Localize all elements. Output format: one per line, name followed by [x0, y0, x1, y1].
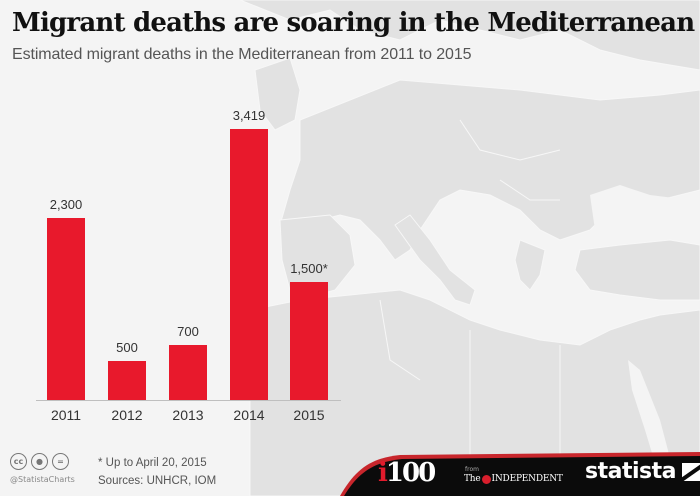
bar-2012	[108, 361, 146, 400]
x-label-2011: 2011	[50, 407, 82, 423]
statista-mark-icon	[681, 462, 700, 481]
chart-title: Migrant deaths are soaring in the Medite…	[12, 8, 695, 38]
i100-logo[interactable]: i100	[378, 458, 436, 488]
independent-logo[interactable]: The INDEPENDENT	[464, 474, 563, 484]
value-label-2011: 2,300	[49, 197, 83, 212]
no-derivatives-icon[interactable]: =	[52, 453, 69, 470]
bar-2011	[47, 218, 85, 400]
independent-eagle-icon	[481, 474, 491, 484]
x-label-2013: 2013	[172, 407, 204, 423]
x-axis-baseline	[36, 400, 341, 401]
value-label-2012: 500	[116, 340, 138, 355]
value-label-2015: 1,500*	[290, 261, 328, 276]
bar-2014	[230, 129, 268, 400]
value-label-2014: 3,419	[232, 108, 266, 123]
x-label-2012: 2012	[111, 407, 143, 423]
statista-logo[interactable]: statista	[585, 459, 700, 484]
attribution-icon[interactable]: ●	[31, 453, 48, 470]
chart-subtitle: Estimated migrant deaths in the Mediterr…	[12, 46, 472, 63]
value-label-2013: 700	[177, 324, 199, 339]
sources: Sources: UNHCR, IOM	[98, 475, 217, 487]
x-label-2015: 2015	[293, 407, 325, 423]
x-label-2014: 2014	[233, 407, 265, 423]
creative-commons-icon[interactable]: cc	[10, 453, 27, 470]
bar-2013	[169, 345, 207, 400]
from-label: from	[465, 466, 479, 473]
license-block: cc ● = @StatistaCharts	[10, 453, 75, 484]
statista-handle[interactable]: @StatistaCharts	[10, 475, 75, 484]
footnotes: * Up to April 20, 2015 Sources: UNHCR, I…	[98, 454, 216, 490]
footnote-date: * Up to April 20, 2015	[98, 457, 207, 469]
bar-2015	[290, 282, 328, 400]
